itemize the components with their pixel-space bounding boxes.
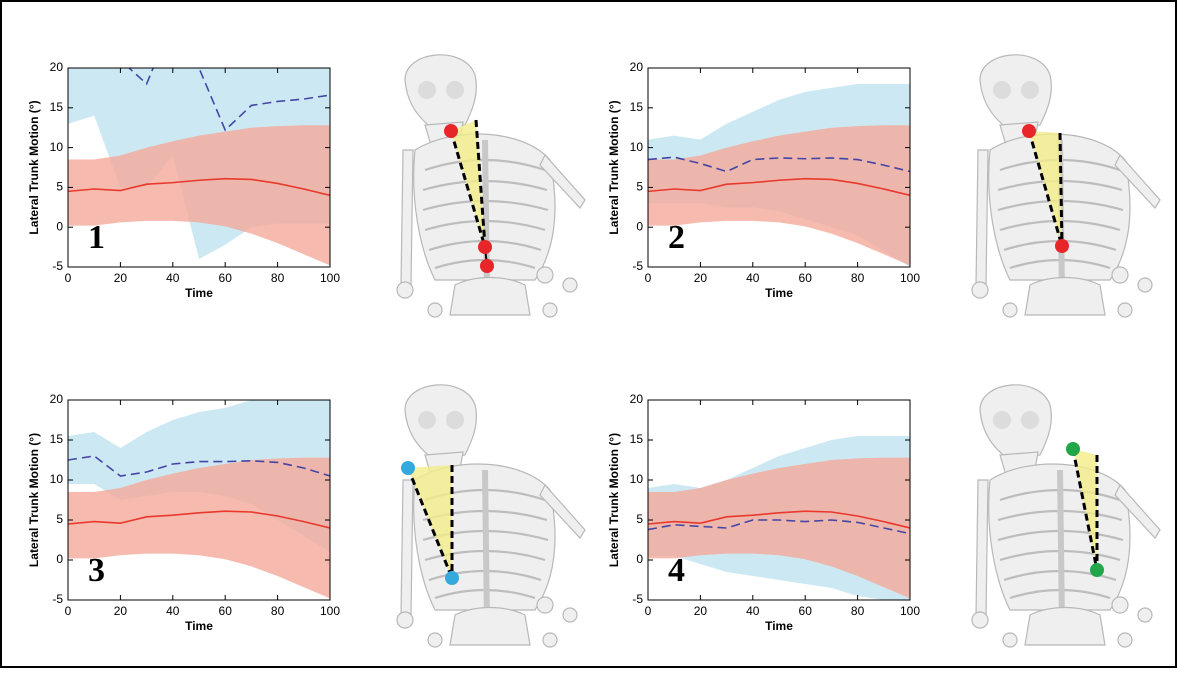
y-tick-label: 20	[630, 392, 644, 406]
plot-area	[68, 400, 330, 599]
x-tick-label: 80	[851, 604, 865, 618]
plot-area	[68, 68, 330, 266]
x-tick-label: 40	[166, 271, 180, 285]
panel-label: 4	[668, 552, 685, 589]
x-tick-label: 20	[114, 271, 128, 285]
y-tick-label: 5	[636, 512, 643, 526]
skeleton-4	[972, 385, 1160, 647]
plot-frame	[647, 399, 911, 601]
x-tick-label: 20	[114, 604, 128, 618]
y-tick-label: 10	[50, 472, 64, 486]
band	[648, 457, 910, 599]
y-axis-label: Lateral Trunk Motion (°)	[607, 433, 621, 567]
x-tick-label: 0	[645, 271, 652, 285]
y-tick-label: -5	[52, 592, 63, 606]
line	[68, 455, 330, 477]
line	[648, 510, 910, 529]
x-tick-label: 20	[694, 271, 708, 285]
y-axis-label: Lateral Trunk Motion (°)	[607, 100, 621, 234]
y-tick-label: -5	[632, 592, 643, 606]
y-tick-label: 5	[56, 512, 63, 526]
y-tick-label: 0	[56, 219, 63, 233]
x-tick-label: 60	[799, 604, 813, 618]
y-tick-label: 20	[630, 60, 644, 74]
y-tick-label: 10	[630, 140, 644, 154]
x-tick-label: 40	[746, 271, 760, 285]
y-tick-label: 5	[56, 180, 63, 194]
x-tick-label: 100	[900, 604, 920, 618]
band	[68, 125, 330, 266]
y-tick-label: 0	[56, 552, 63, 566]
y-tick-label: -5	[632, 259, 643, 273]
panel-label: 3	[88, 552, 105, 589]
x-tick-label: 40	[166, 604, 180, 618]
x-tick-label: 100	[320, 604, 340, 618]
line	[648, 177, 910, 197]
y-tick-label: -5	[52, 259, 63, 273]
y-tick-label: 10	[50, 140, 64, 154]
x-tick-label: 0	[65, 271, 72, 285]
line	[68, 177, 330, 197]
panel-label: 1	[88, 219, 105, 256]
band	[648, 125, 910, 266]
y-tick-label: 15	[50, 432, 64, 446]
x-tick-label: 40	[746, 604, 760, 618]
x-tick-label: 20	[694, 604, 708, 618]
x-tick-label: 80	[271, 604, 285, 618]
line	[648, 156, 910, 173]
plot-area	[648, 436, 910, 600]
x-axis-label: Time	[765, 286, 793, 300]
skeleton-3	[397, 385, 585, 647]
x-tick-label: 60	[219, 271, 233, 285]
y-axis-label: Lateral Trunk Motion (°)	[27, 100, 41, 234]
x-tick-label: 100	[320, 271, 340, 285]
y-tick-label: 15	[630, 432, 644, 446]
plot-area	[648, 83, 910, 267]
line	[68, 510, 330, 529]
y-tick-label: 0	[636, 219, 643, 233]
y-tick-label: 10	[630, 472, 644, 486]
y-tick-label: 20	[50, 392, 64, 406]
y-tick-label: 5	[636, 180, 643, 194]
x-tick-label: 100	[900, 271, 920, 285]
y-tick-label: 20	[50, 60, 64, 74]
x-tick-label: 0	[645, 604, 652, 618]
x-axis-label: Time	[765, 619, 793, 633]
line	[648, 519, 910, 535]
plot-frame	[67, 67, 331, 268]
panel-label: 2	[668, 219, 685, 256]
x-axis-label: Time	[185, 619, 213, 633]
x-axis-label: Time	[185, 286, 213, 300]
x-tick-label: 60	[219, 604, 233, 618]
x-tick-label: 80	[271, 271, 285, 285]
skeleton-1	[397, 55, 585, 317]
y-axis-label: Lateral Trunk Motion (°)	[27, 433, 41, 567]
plot-frame	[67, 399, 331, 601]
x-tick-label: 60	[799, 271, 813, 285]
plot-frame	[647, 67, 911, 268]
y-tick-label: 0	[636, 552, 643, 566]
y-tick-label: 15	[50, 100, 64, 114]
x-tick-label: 0	[65, 604, 72, 618]
skeleton-2	[972, 55, 1160, 317]
band	[68, 457, 330, 599]
y-tick-label: 15	[630, 100, 644, 114]
x-tick-label: 80	[851, 271, 865, 285]
